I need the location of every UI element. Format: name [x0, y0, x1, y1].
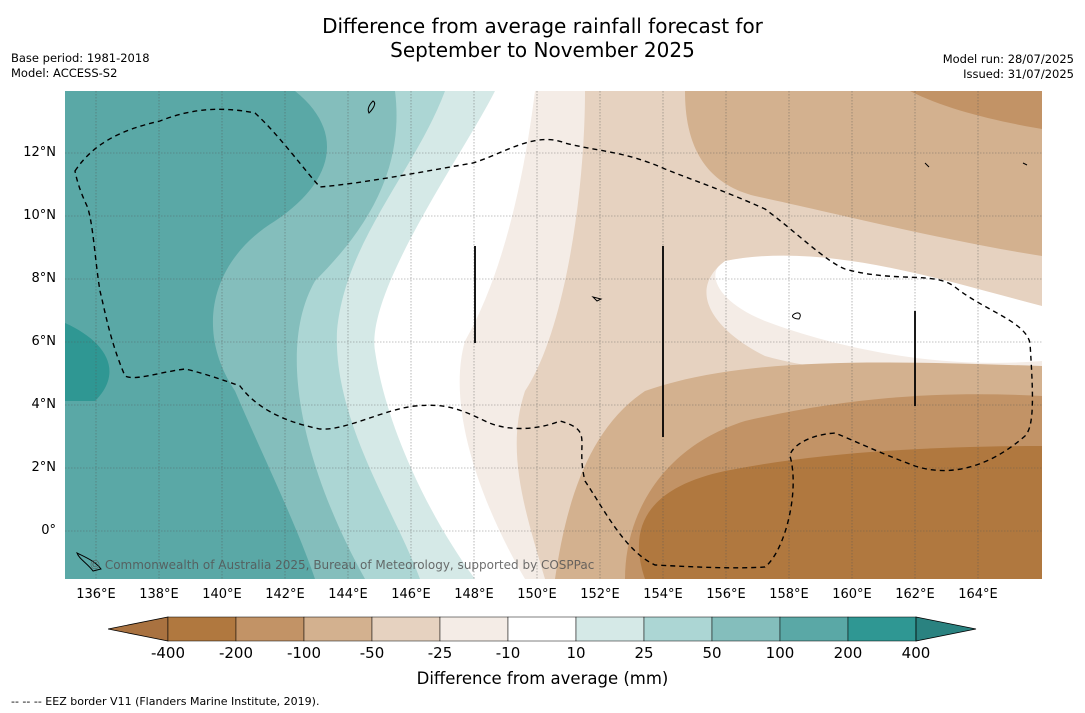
- x-tick-136e: 136°E: [76, 587, 116, 602]
- x-tick-148e: 148°E: [454, 587, 494, 602]
- colorbar-swatch-1: [167, 616, 237, 642]
- y-tick-6n: 6°N: [31, 334, 57, 349]
- model-name: Model: ACCESS-S2: [11, 66, 118, 80]
- copyright-notice: © Commonwealth of Australia 2025, Bureau…: [89, 558, 595, 572]
- zone-minus-400: [638, 446, 1042, 579]
- colorbar-label-25: 25: [634, 644, 654, 662]
- zone-neutral: [374, 91, 535, 579]
- y-tick-12n: 12°N: [23, 145, 56, 160]
- colorbar-label-200: 200: [833, 644, 863, 662]
- base-period-info: Base period: 1981-2018 Model: ACCESS-S2: [11, 51, 150, 81]
- island-guam: [367, 100, 376, 114]
- x-tick-160e: 160°E: [832, 587, 872, 602]
- y-tick-4n: 4°N: [31, 397, 57, 412]
- colorbar-label-50: 50: [702, 644, 722, 662]
- colorbar-label-100: 100: [765, 644, 795, 662]
- colorbar-title: Difference from average (mm): [416, 669, 669, 688]
- y-tick-8n: 8°N: [31, 271, 57, 286]
- grid-lines: [65, 91, 1042, 579]
- islands: [76, 100, 1028, 572]
- colorbar-label-minus50: -50: [359, 644, 385, 662]
- island-small-1: [792, 312, 801, 320]
- colorbar-label-minus200: -200: [218, 644, 254, 662]
- zone-plus-200: [65, 91, 328, 579]
- x-tick-140e: 140°E: [202, 587, 242, 602]
- x-tick-150e: 150°E: [517, 587, 557, 602]
- x-tick-152e: 152°E: [580, 587, 620, 602]
- colorbar-extend-high: [915, 616, 977, 642]
- colorbar-swatch-11: [847, 616, 917, 642]
- issued-date: Issued: 31/07/2025: [963, 67, 1074, 81]
- eez-legend-note: -- -- -- EEZ border V11 (Flanders Marine…: [11, 695, 320, 708]
- colorbar-swatch-7: [575, 616, 645, 642]
- x-tick-154e: 154°E: [643, 587, 683, 602]
- base-period: Base period: 1981-2018: [11, 51, 150, 65]
- colorbar: [108, 616, 977, 642]
- colorbar-swatch-6: [507, 616, 577, 642]
- colorbar-label-minus400: -400: [150, 644, 186, 662]
- colorbar-swatch-2: [235, 616, 305, 642]
- map-title: Difference from average rainfall forecas…: [0, 14, 1085, 62]
- colorbar-label-10: 10: [566, 644, 586, 662]
- x-tick-144e: 144°E: [328, 587, 368, 602]
- x-tick-164e: 164°E: [958, 587, 998, 602]
- colorbar-swatch-10: [779, 616, 849, 642]
- zone-minus-100: [685, 91, 1042, 256]
- colorbar-swatch-9: [711, 616, 781, 642]
- x-tick-162e: 162°E: [895, 587, 935, 602]
- model-run: Model run: 28/07/2025: [942, 52, 1074, 66]
- model-run-info: Model run: 28/07/2025 Issued: 31/07/2025: [943, 52, 1074, 82]
- title-line-1: Difference from average rainfall forecas…: [322, 14, 763, 38]
- eez-border: [74, 108, 1034, 569]
- y-tick-2n: 2°N: [31, 460, 57, 475]
- x-tick-158e: 158°E: [769, 587, 809, 602]
- colorbar-swatch-5: [439, 616, 509, 642]
- colorbar-label-400: 400: [901, 644, 931, 662]
- zone-plus-400: [65, 323, 110, 401]
- colorbar-label-minus25: -25: [427, 644, 453, 662]
- colorbar-swatch-4: [371, 616, 441, 642]
- zone-minus-200: [910, 91, 1042, 129]
- island-palau: [76, 552, 102, 572]
- island-small-2: [591, 296, 603, 302]
- x-tick-146e: 146°E: [391, 587, 431, 602]
- title-line-2: September to November 2025: [390, 38, 695, 62]
- colorbar-label-minus10: -10: [495, 644, 521, 662]
- y-tick-0: 0°: [41, 523, 56, 538]
- colorbar-swatch-3: [303, 616, 373, 642]
- colorbar-label-minus100: -100: [286, 644, 322, 662]
- x-tick-156e: 156°E: [706, 587, 746, 602]
- x-tick-138e: 138°E: [139, 587, 179, 602]
- colorbar-extend-low: [108, 616, 169, 642]
- x-tick-142e: 142°E: [265, 587, 305, 602]
- colorbar-swatch-8: [643, 616, 713, 642]
- y-tick-10n: 10°N: [23, 208, 56, 223]
- rainfall-map: [65, 91, 1042, 579]
- island-small-3: [924, 162, 1028, 168]
